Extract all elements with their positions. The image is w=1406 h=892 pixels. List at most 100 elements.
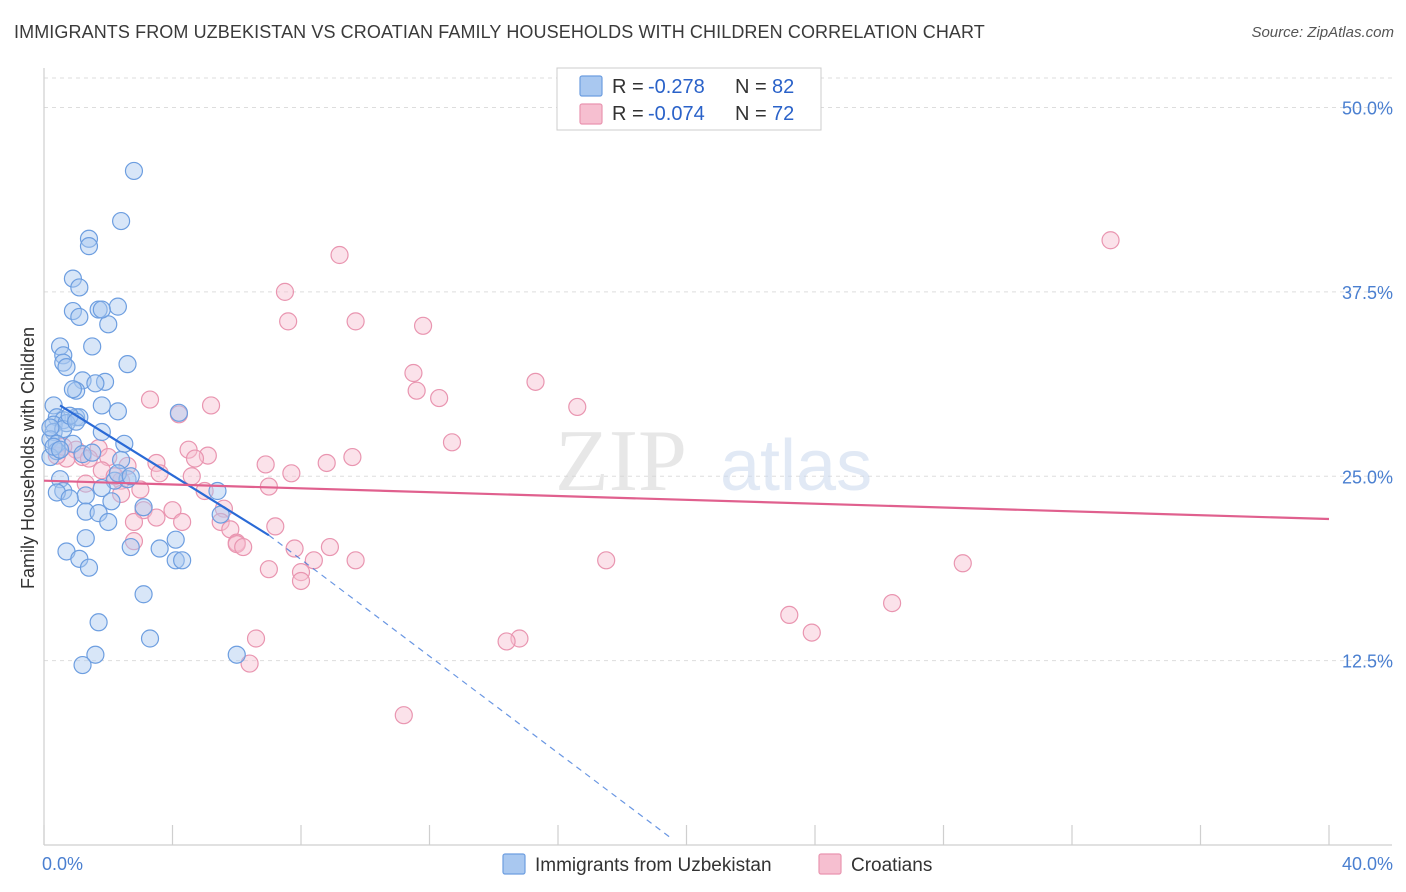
legend-swatch-blue xyxy=(579,75,603,97)
uzbekistan-point-8 xyxy=(108,297,127,316)
x-tick-labels: 0.0% 40.0% xyxy=(42,854,1393,874)
croatians-point-7 xyxy=(526,372,545,391)
croatians-point-53 xyxy=(346,551,365,570)
bottom-legend-label-pink: Croatians xyxy=(851,855,932,876)
legend-n-label-blue: N = xyxy=(735,76,767,98)
uzbekistan-point-78 xyxy=(41,418,60,437)
uzbekistan-point-5 xyxy=(70,278,89,297)
uzbekistan-point-0 xyxy=(124,161,144,181)
uzbekistan-point-76 xyxy=(50,440,70,459)
croatians-point-6 xyxy=(404,363,423,383)
x-tick-label-1: 40.0% xyxy=(1342,854,1393,874)
uzbekistan-point-81 xyxy=(83,443,102,462)
croatians-point-65 xyxy=(240,654,259,673)
croatians-point-56 xyxy=(259,560,278,579)
uzbekistan-point-68 xyxy=(134,585,153,604)
legend-n-value-pink: 72 xyxy=(772,103,794,125)
uzbekistan-point-69 xyxy=(89,613,108,632)
bottom-legend-label-blue: Immigrants from Uzbekistan xyxy=(535,855,772,876)
uzbekistan-point-41 xyxy=(41,447,60,467)
uzbekistan-point-53 xyxy=(102,492,121,511)
uzbekistan-point-2 xyxy=(79,229,99,248)
uzbekistan-point-66 xyxy=(166,551,185,570)
x-tick-label-0: 0.0% xyxy=(42,854,83,874)
legend-r-label-pink: R = xyxy=(612,103,644,125)
croatians-point-3 xyxy=(279,312,298,331)
uzbekistan-trend-line xyxy=(59,404,270,537)
y-tick-label-0: 12.5% xyxy=(1342,652,1393,672)
uzbekistan-point-61 xyxy=(166,530,185,549)
croatians-point-0 xyxy=(1101,231,1120,250)
watermark-zip: ZIP xyxy=(555,413,687,510)
croatians-point-32 xyxy=(282,464,301,483)
croatians-point-41 xyxy=(173,512,192,532)
croatians-point-14 xyxy=(442,433,462,452)
axes xyxy=(43,68,1392,846)
legend-r-value-blue: -0.278 xyxy=(648,76,705,98)
uzbekistan-point-17 xyxy=(57,358,76,377)
y-tick-label-2: 37.5% xyxy=(1342,283,1393,303)
y-tick-labels: 12.5% 25.0% 37.5% 50.0% xyxy=(1342,99,1393,672)
uzbekistan-point-22 xyxy=(63,380,83,399)
uzbekistan-point-63 xyxy=(150,539,169,558)
uzbekistan-point-3 xyxy=(79,237,99,256)
legend: R = -0.278 N = 82 R = -0.074 N = 72 xyxy=(556,67,822,131)
watermark-atlas: atlas xyxy=(720,426,872,506)
uzbekistan-point-70 xyxy=(140,629,160,648)
uzbekistan-point-14 xyxy=(54,346,73,365)
uzbekistan-trend-extension xyxy=(268,534,671,839)
uzbekistan-point-60 xyxy=(76,529,95,548)
uzbekistan-point-11 xyxy=(92,300,111,319)
uzbekistan-point-67 xyxy=(79,558,99,577)
uzbekistan-point-77 xyxy=(121,467,140,486)
croatians-trend-line xyxy=(43,479,1330,521)
croatians-point-27 xyxy=(317,453,336,473)
croatians-point-64 xyxy=(246,629,266,648)
croatians-point-31 xyxy=(182,467,201,486)
croatians-point-45 xyxy=(266,517,285,536)
legend-r-value-pink: -0.074 xyxy=(648,103,705,125)
croatians-point-49 xyxy=(234,537,253,557)
croatians-point-21 xyxy=(343,447,362,467)
croatians-point-70 xyxy=(131,480,150,499)
uzbekistan-point-54 xyxy=(134,498,153,517)
croatians-point-40 xyxy=(147,508,166,527)
croatians-point-26 xyxy=(256,455,275,474)
chart-source: Source: ZipAtlas.com xyxy=(1251,24,1394,41)
croatians-point-66 xyxy=(394,706,413,725)
croatians-points xyxy=(47,231,1120,725)
uzbekistan-point-16 xyxy=(118,355,137,374)
croatians-point-63 xyxy=(497,632,516,651)
croatians-point-58 xyxy=(291,571,311,591)
y-tick-label-1: 25.0% xyxy=(1342,467,1393,487)
croatians-point-43 xyxy=(124,512,144,532)
bottom-legend-swatch-blue xyxy=(502,853,526,875)
croatians-point-55 xyxy=(953,554,972,573)
croatians-point-20 xyxy=(185,449,205,468)
croatians-point-54 xyxy=(597,551,616,570)
croatians-point-8 xyxy=(407,381,426,400)
uzbekistan-point-49 xyxy=(54,481,73,501)
croatians-point-4 xyxy=(346,312,365,331)
croatians-point-59 xyxy=(780,605,799,625)
uzbekistan-point-19 xyxy=(95,372,115,391)
y-axis-label: Family Households with Children xyxy=(18,327,38,589)
legend-n-label-pink: N = xyxy=(735,103,767,125)
croatians-point-50 xyxy=(285,539,304,558)
legend-r-label-blue: R = xyxy=(612,76,644,98)
grid-lines xyxy=(44,77,1392,662)
y-tick-label-3: 50.0% xyxy=(1342,99,1393,119)
croatians-point-1 xyxy=(330,245,349,265)
uzbekistan-point-72 xyxy=(73,655,92,675)
uzbekistan-point-42 xyxy=(73,445,92,464)
chart-title: IMMIGRANTS FROM UZBEKISTAN VS CROATIAN F… xyxy=(14,22,985,42)
uzbekistan-point-51 xyxy=(76,486,95,505)
uzbekistan-points xyxy=(41,161,246,675)
croatians-point-38 xyxy=(163,501,182,520)
uzbekistan-point-73 xyxy=(227,645,246,664)
bottom-legend-swatch-pink xyxy=(818,853,842,875)
uzbekistan-point-71 xyxy=(86,645,105,664)
croatians-point-10 xyxy=(140,390,160,409)
croatians-point-61 xyxy=(802,623,821,642)
